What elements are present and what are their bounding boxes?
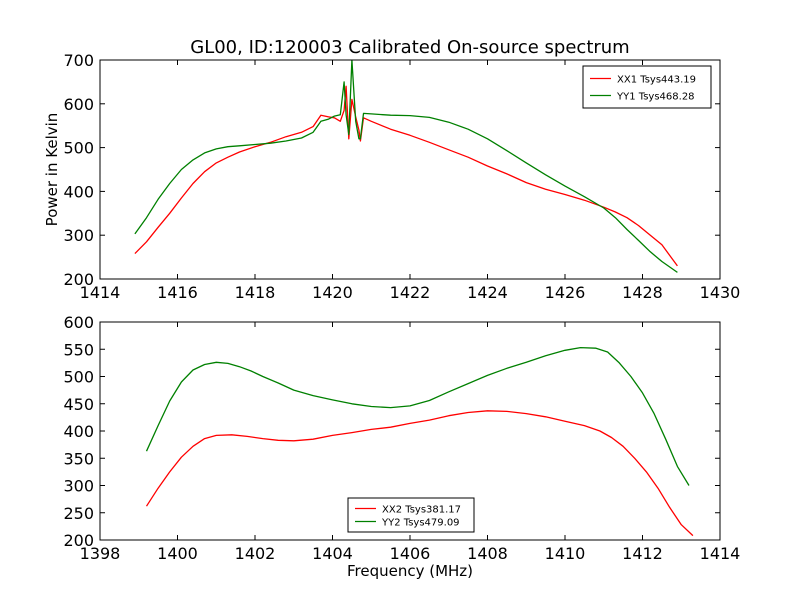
x-tick-label: 1414 [700,544,741,563]
x-tick-label: 1414 [80,283,121,302]
y-tick-label: 300 [63,477,94,496]
x-tick-label: 1398 [80,544,121,563]
y-tick-label: 600 [63,313,94,332]
x-tick-label: 1422 [390,283,431,302]
legend-box [347,497,475,533]
legend: XX1 Tsys443.19 YY1 Tsys468.28 [582,65,712,109]
y-tick-label: 700 [63,51,94,70]
x-tick-label: 1402 [235,544,276,563]
series-line-xx [145,410,694,537]
y-tick-label: 200 [63,531,94,550]
top-panel: 1414 1416 1418 1420 1422 1424 1426 1428 1430 200 3… [43,51,740,302]
x-tick-label: 1410 [545,544,586,563]
y-tick-label: 350 [63,449,94,468]
series-line-yy [145,346,690,486]
legend-label: YY1 Tsys468.28 [616,92,695,103]
y-tick-label: 500 [63,139,94,158]
y-tick-label: 500 [63,368,94,387]
x-tick-label: 1404 [312,544,353,563]
y-tick-label: 400 [63,182,94,201]
x-tick-label: 1418 [235,283,276,302]
x-tick-label: 1412 [622,544,663,563]
series-line-yy [134,60,678,273]
x-axis-label: Frequency (MHz) [347,562,473,580]
y-tick-label: 200 [63,270,94,289]
x-tick-label: 1408 [467,544,508,563]
x-tick-label: 1424 [467,283,508,302]
legend-box [582,65,712,109]
series-line-xx [134,85,678,267]
x-tick-label: 1400 [157,544,198,563]
y-tick-label: 300 [63,226,94,245]
x-tick-label: 1416 [157,283,198,302]
y-axis-label: Power in Kelvin [43,113,61,227]
x-tick-label: 1430 [700,283,741,302]
legend-label: YY2 Tsys479.09 [381,518,460,529]
y-tick-label: 600 [63,95,94,114]
x-tick-label: 1420 [312,283,353,302]
x-tick-label: 1426 [545,283,586,302]
y-tick-label: 550 [63,340,94,359]
y-tick-label: 450 [63,395,94,414]
y-tick-label: 250 [63,504,94,523]
legend-label: XX1 Tsys443.19 [617,75,696,86]
legend: XX2 Tsys381.17 YY2 Tsys479.09 [347,497,475,533]
chart-title: GL00, ID:120003 Calibrated On-source spe… [190,37,629,58]
y-tick-label: 400 [63,422,94,441]
x-tick-label: 1406 [390,544,431,563]
legend-label: XX2 Tsys381.17 [382,505,461,516]
bottom-panel: 1398 1400 1402 1404 1406 1408 1410 1412 1414 200 2… [63,313,740,580]
x-tick-label: 1428 [622,283,663,302]
